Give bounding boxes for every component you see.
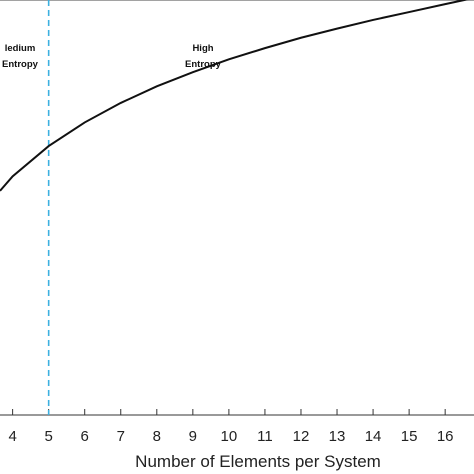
x-axis-tick-labels: 4 5 6 7 8 9 10 11 12 13 14 15 16 (8, 428, 453, 445)
annotation-medium-entropy-line1: ledium (5, 43, 36, 54)
x-tick-label-11: 11 (257, 428, 273, 445)
x-tick-label-10: 10 (221, 428, 238, 445)
x-axis-title: Number of Elements per System (135, 452, 381, 471)
x-tick-label-5: 5 (44, 428, 52, 445)
x-axis-ticks (12, 409, 446, 415)
annotation-high-entropy-line2: Entropy (185, 59, 222, 70)
plot-frame (0, 0, 474, 416)
x-tick-label-7: 7 (117, 428, 125, 445)
x-tick-label-16: 16 (437, 428, 454, 445)
x-tick-label-8: 8 (153, 428, 161, 445)
annotation-medium-entropy-line2: Entropy (2, 59, 39, 70)
x-tick-label-14: 14 (365, 428, 382, 445)
x-tick-label-4: 4 (8, 428, 16, 445)
x-tick-label-13: 13 (329, 428, 346, 445)
annotation-high-entropy-line1: High (192, 43, 213, 54)
x-tick-label-12: 12 (293, 428, 310, 445)
series-curve (0, 0, 470, 192)
x-tick-label-15: 15 (401, 428, 418, 445)
x-tick-label-6: 6 (81, 428, 89, 445)
x-tick-label-9: 9 (189, 428, 197, 445)
